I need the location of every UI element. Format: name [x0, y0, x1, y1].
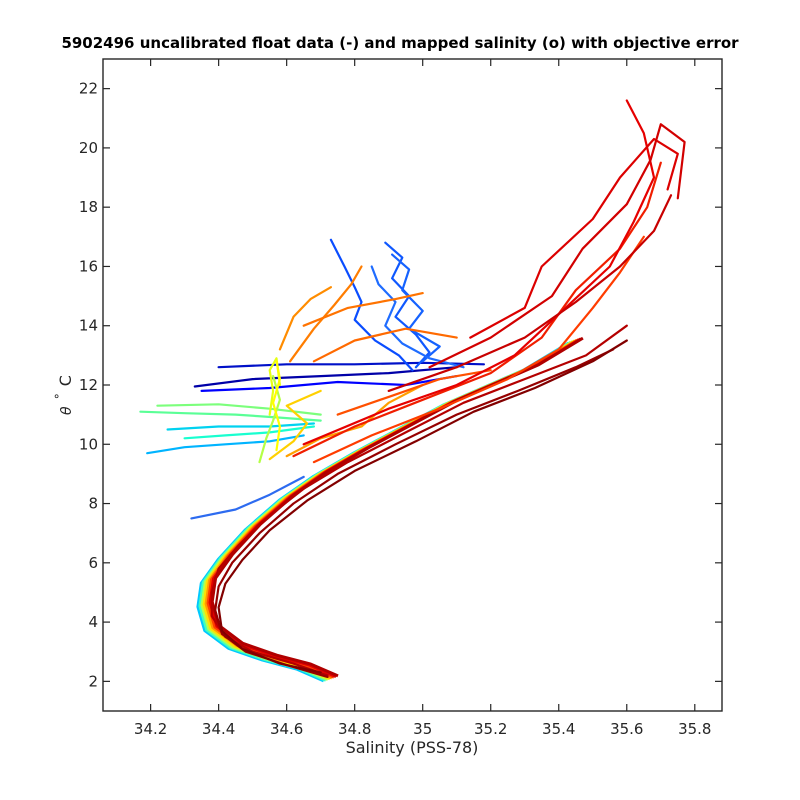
profile-line [469, 137, 679, 339]
x-tick-label: 35.2 [474, 720, 507, 738]
x-tick-label: 35.6 [610, 720, 643, 738]
x-tick-label: 35 [413, 720, 432, 738]
y-tick-label: 16 [79, 257, 98, 275]
y-tick-label: 4 [88, 613, 98, 631]
y-tick-label: 12 [79, 376, 98, 394]
profile-line [193, 366, 458, 388]
profile-line [210, 324, 628, 677]
profile-line [289, 265, 363, 363]
profile-line [384, 241, 431, 369]
chart-title: 5902496 uncalibrated float data (-) and … [61, 34, 739, 52]
profile-line [312, 327, 458, 363]
y-tick-label: 8 [88, 495, 98, 513]
y-tick-label: 20 [79, 139, 98, 157]
x-tick-label: 35.4 [542, 720, 575, 738]
profile-line [272, 360, 281, 452]
x-tick-label: 35.8 [678, 720, 711, 738]
x-tick-label: 34.8 [338, 720, 371, 738]
profile-line [139, 410, 322, 422]
y-axis-label-degree: ° [53, 393, 67, 399]
profile-line [312, 235, 645, 464]
profile-line [217, 339, 628, 674]
profile-line [156, 403, 322, 416]
profile-line [329, 238, 414, 372]
x-tick-label: 34.2 [134, 720, 167, 738]
x-tick-label: 34.4 [202, 720, 235, 738]
x-tick-label: 34.6 [270, 720, 303, 738]
profile-line [336, 369, 492, 416]
y-tick-label: 10 [79, 435, 98, 453]
y-axis-label: θ ° C [49, 375, 75, 415]
y-tick-label: 2 [88, 672, 98, 690]
y-tick-label: 6 [88, 554, 98, 572]
profile-line [166, 422, 315, 431]
plot-frame [102, 58, 723, 712]
y-tick-label: 14 [79, 317, 98, 335]
profile-line [268, 389, 322, 461]
y-axis-label-symbol: θ [59, 406, 75, 415]
profile-line [370, 265, 465, 369]
axis-ticks: 34.2 34.4 34.6 34.8 35 35.2 35.4 35.6 35.8 2 4 6 8 10… [79, 59, 722, 738]
profile-line [285, 383, 424, 458]
profile-line [217, 361, 485, 369]
profile-line [200, 375, 458, 392]
profile-line [302, 292, 424, 327]
profile-line [183, 425, 315, 440]
profile-line [146, 434, 305, 455]
profile-line [258, 375, 281, 464]
y-tick-label: 22 [79, 80, 98, 98]
y-tick-label: 18 [79, 198, 98, 216]
profile-line [302, 99, 656, 446]
profile-line [428, 123, 686, 369]
svg-text:θ ° C: θ ° C [49, 375, 75, 415]
y-axis-label-unit: C [56, 375, 75, 386]
profile-line [190, 475, 305, 520]
data-lines [139, 99, 686, 683]
profile-line [292, 161, 662, 458]
profile-line [278, 286, 332, 351]
profile-line [391, 253, 441, 363]
x-axis-label: Salinity (PSS-78) [346, 738, 479, 757]
profile-line [387, 194, 673, 392]
